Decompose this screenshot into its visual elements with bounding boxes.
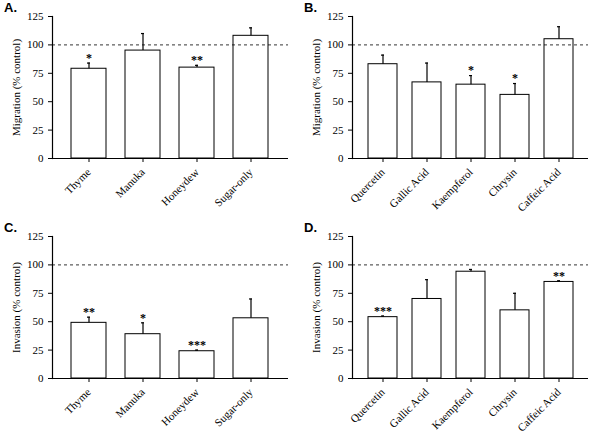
svg-text:75: 75 [333, 67, 345, 79]
svg-text:Caffeic Acid: Caffeic Acid [515, 385, 563, 433]
svg-text:25: 25 [33, 344, 45, 356]
svg-text:Thyme: Thyme [62, 166, 93, 197]
svg-text:0: 0 [338, 152, 344, 164]
svg-text:0: 0 [338, 372, 344, 384]
svg-text:125: 125 [327, 10, 344, 22]
svg-text:125: 125 [27, 230, 44, 242]
svg-text:0: 0 [38, 372, 44, 384]
svg-text:25: 25 [333, 344, 345, 356]
svg-text:100: 100 [327, 38, 344, 50]
svg-text:**: ** [553, 269, 565, 283]
svg-text:75: 75 [33, 67, 45, 79]
svg-text:Sugar-only: Sugar-only [212, 385, 255, 428]
html-text:D.: D. [304, 220, 317, 235]
svg-text:Invasion (% control): Invasion (% control) [10, 262, 23, 353]
svg-text:25: 25 [333, 124, 345, 136]
svg-text:Honeydew: Honeydew [159, 166, 201, 208]
svg-text:125: 125 [327, 230, 344, 242]
svg-text:Thyme: Thyme [62, 386, 93, 417]
svg-text:*: * [140, 311, 146, 325]
svg-text:Gallic Acid: Gallic Acid [387, 385, 431, 429]
svg-text:*: * [468, 63, 474, 77]
svg-text:100: 100 [327, 258, 344, 270]
svg-text:50: 50 [33, 95, 45, 107]
svg-text:Kaempferol: Kaempferol [429, 166, 475, 212]
svg-text:0: 0 [38, 152, 44, 164]
html-text:A.: A. [4, 0, 17, 15]
svg-text:Invasion (% control): Invasion (% control) [310, 262, 323, 353]
svg-text:Chrysin: Chrysin [486, 165, 519, 198]
svg-text:***: *** [374, 304, 392, 318]
svg-text:25: 25 [33, 124, 45, 136]
svg-text:50: 50 [333, 95, 345, 107]
svg-text:Caffeic Acid: Caffeic Acid [515, 165, 563, 213]
svg-text:Migration (% control): Migration (% control) [310, 39, 323, 136]
svg-text:50: 50 [33, 315, 45, 327]
svg-text:50: 50 [333, 315, 345, 327]
svg-text:125: 125 [27, 10, 44, 22]
svg-text:Sugar-only: Sugar-only [212, 165, 255, 208]
svg-text:Quercetin: Quercetin [348, 165, 388, 205]
svg-text:Quercetin: Quercetin [348, 385, 388, 425]
svg-text:**: ** [191, 53, 203, 67]
svg-text:100: 100 [27, 38, 44, 50]
svg-text:Kaempferol: Kaempferol [429, 386, 475, 432]
svg-text:75: 75 [333, 287, 345, 299]
svg-text:100: 100 [27, 258, 44, 270]
svg-text:***: *** [188, 338, 206, 352]
svg-text:75: 75 [33, 287, 45, 299]
html-text:B.: B. [304, 0, 317, 15]
html-text:C.: C. [4, 220, 17, 235]
svg-text:Chrysin: Chrysin [486, 385, 519, 418]
svg-text:Honeydew: Honeydew [159, 386, 201, 428]
svg-text:*: * [512, 71, 518, 85]
svg-text:Manuka: Manuka [113, 166, 147, 200]
svg-text:**: ** [83, 305, 95, 319]
svg-text:Gallic Acid: Gallic Acid [387, 165, 431, 209]
svg-text:Manuka: Manuka [113, 386, 147, 420]
svg-text:*: * [86, 51, 92, 65]
svg-text:Migration (% control): Migration (% control) [10, 39, 23, 136]
